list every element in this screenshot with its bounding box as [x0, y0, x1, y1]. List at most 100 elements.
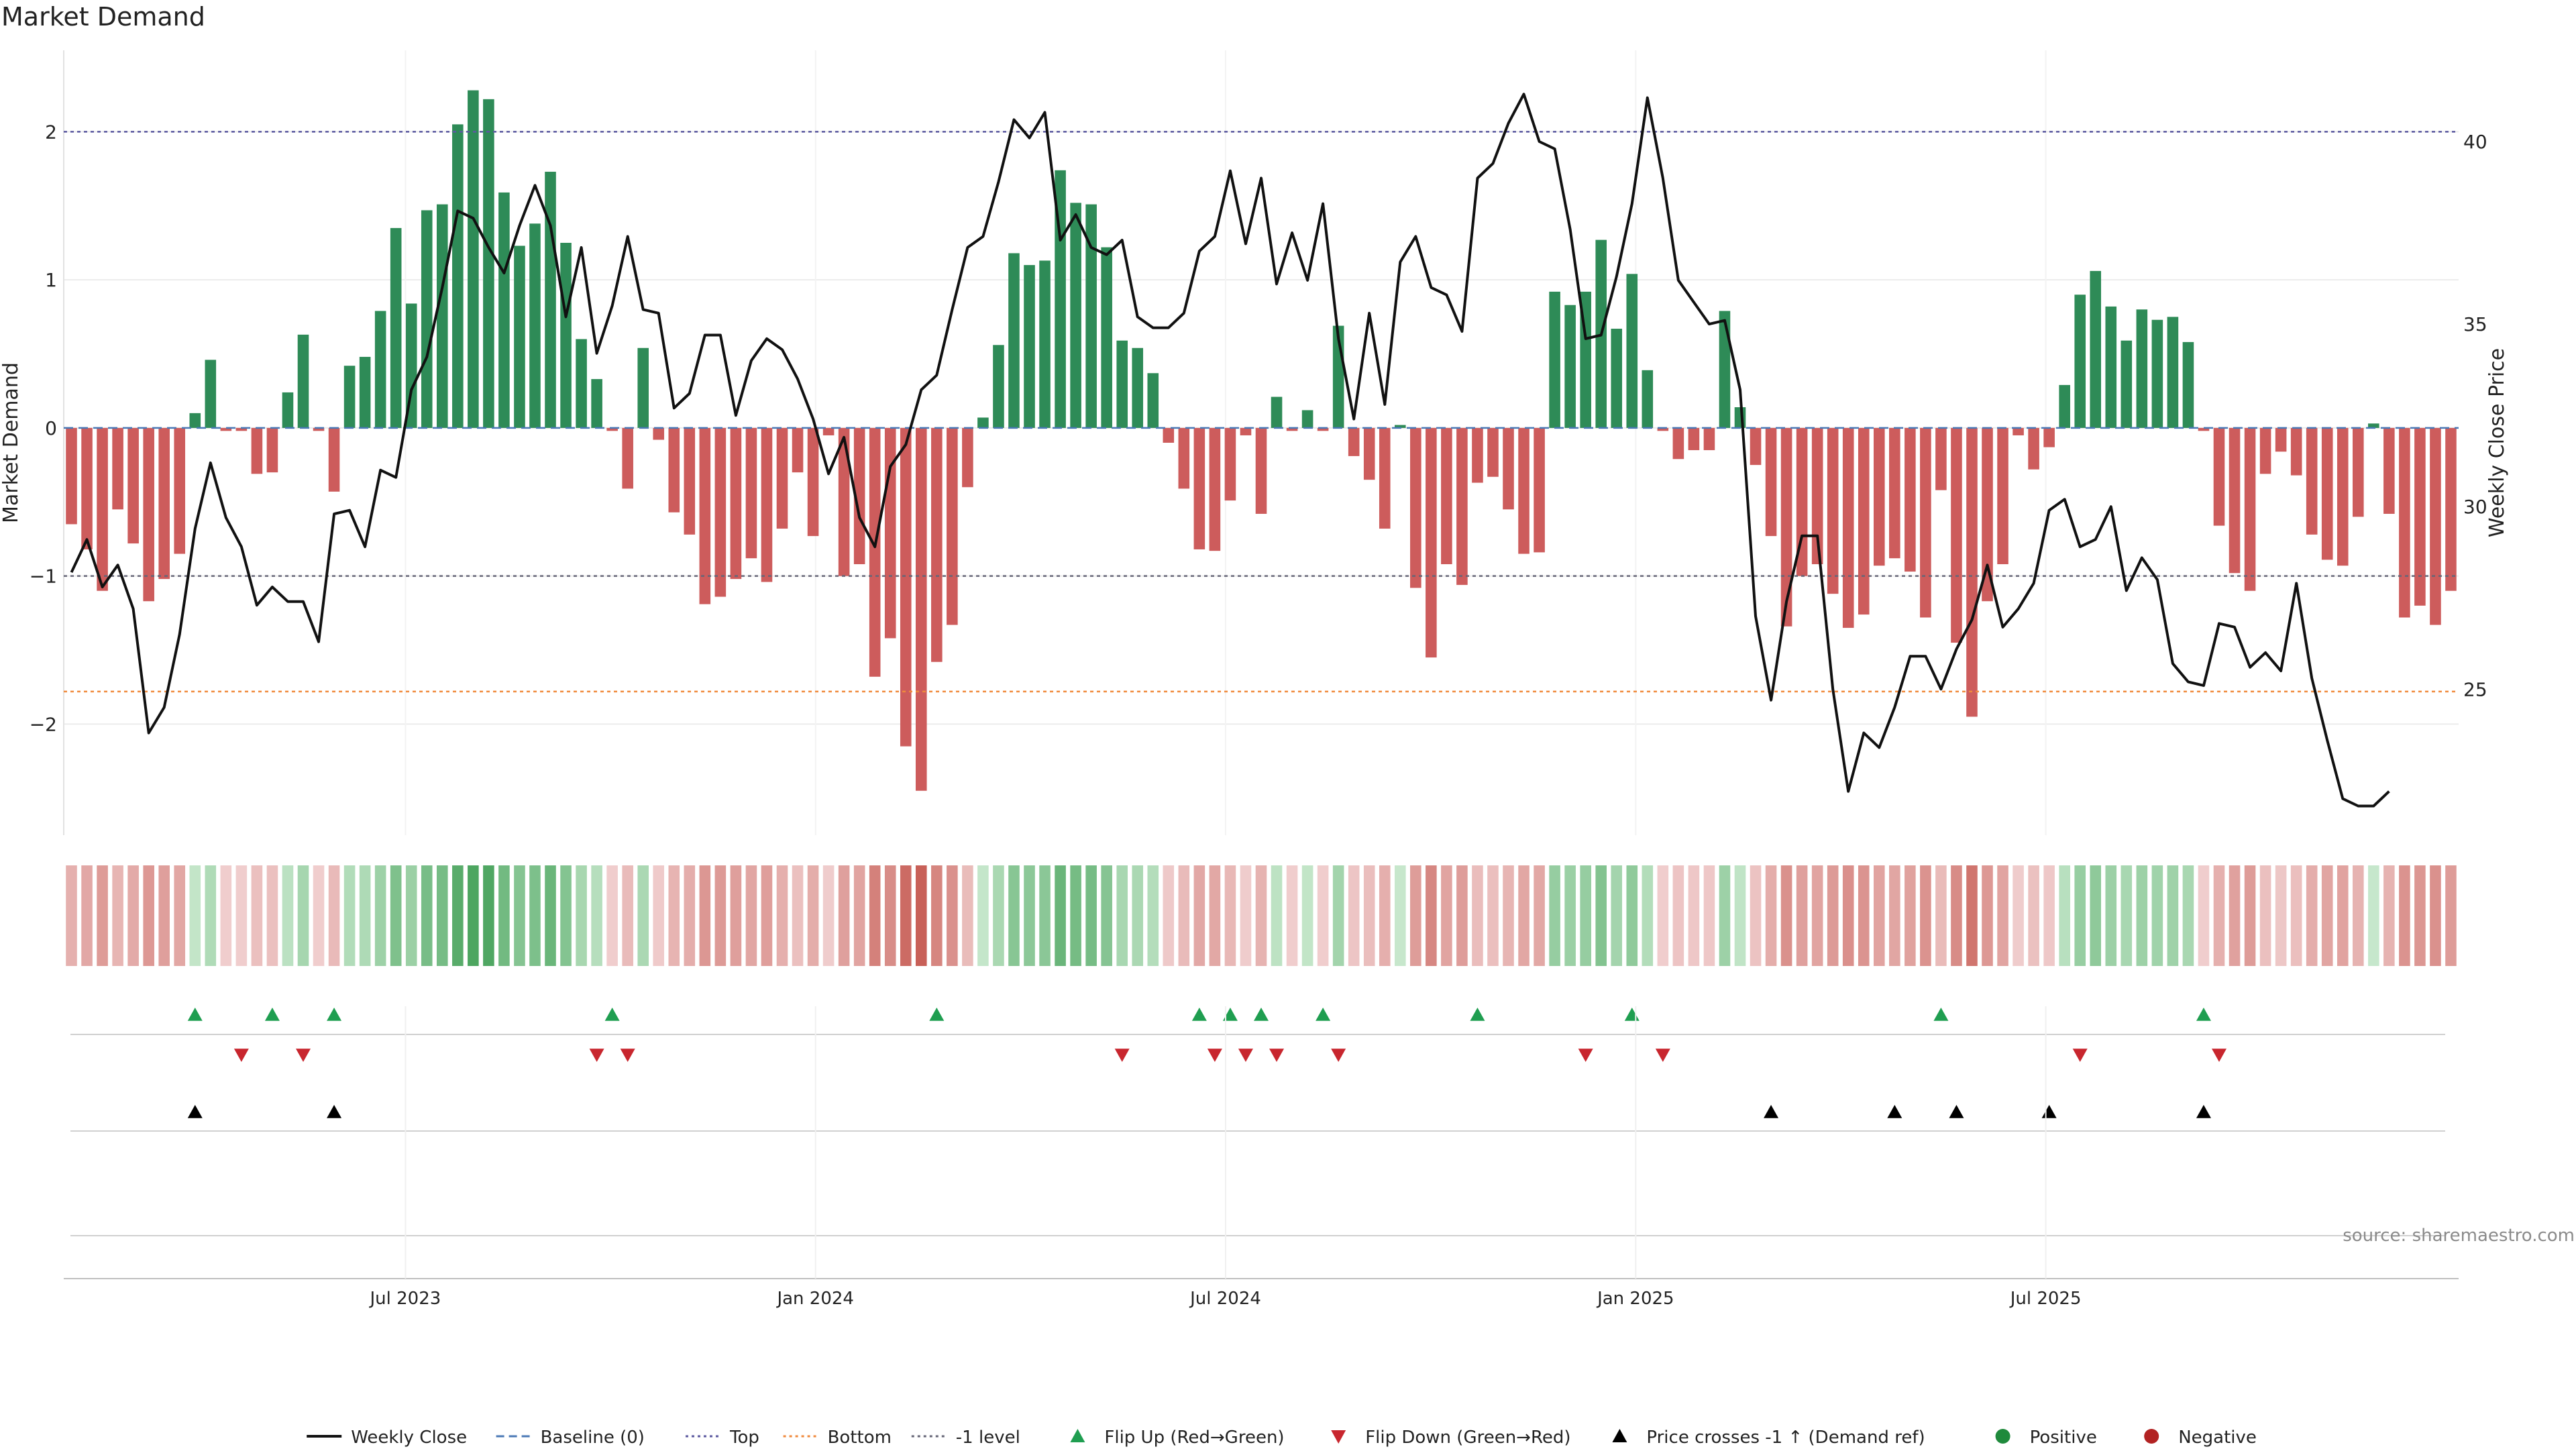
- demand-bar: [1116, 340, 1128, 428]
- heat-cell: [235, 865, 248, 966]
- legend-label: Bottom: [828, 1428, 892, 1448]
- demand-bar: [1564, 305, 1576, 428]
- heat-cell: [205, 865, 217, 966]
- heat-cell: [266, 865, 278, 966]
- y-tick-label: −1: [30, 566, 57, 588]
- heat-cell: [1595, 865, 1607, 966]
- heat-cell: [2337, 865, 2349, 966]
- heat-cell: [514, 865, 525, 966]
- demand-bar: [1240, 427, 1252, 435]
- demand-bar: [1765, 427, 1777, 537]
- flip-down-marker: [1655, 1049, 1670, 1062]
- heat-cell: [637, 865, 649, 966]
- legend-item: -1 level: [911, 1428, 1020, 1448]
- heat-cell: [2383, 865, 2395, 966]
- flip-down-marker: [1238, 1049, 1253, 1062]
- heat-cell: [606, 865, 618, 966]
- demand-bar: [1209, 427, 1221, 551]
- demand-bar: [1889, 427, 1900, 559]
- heat-cell: [1935, 865, 1947, 966]
- demand-bar: [2321, 427, 2333, 560]
- heat-cell: [869, 865, 881, 966]
- heat-cell: [405, 865, 417, 966]
- demand-bar: [730, 427, 742, 580]
- demand-bar: [2259, 427, 2271, 474]
- demand-bar: [915, 427, 927, 791]
- demand-bar: [1379, 427, 1391, 529]
- flip-down-marker: [1269, 1049, 1285, 1062]
- heat-cell: [343, 865, 356, 966]
- heat-cell: [468, 865, 479, 966]
- heat-cell: [390, 865, 402, 966]
- flip-up-marker: [929, 1008, 945, 1021]
- demand-bar: [853, 427, 865, 565]
- heat-cell: [452, 865, 464, 966]
- heat-cell: [1472, 865, 1483, 966]
- demand-bar: [2213, 427, 2225, 526]
- legend-swatch-circle: [2144, 1429, 2159, 1444]
- demand-bar: [1472, 427, 1483, 483]
- x-tick-label: Jul 2025: [2009, 1289, 2082, 1309]
- demand-bar: [529, 223, 541, 428]
- demand-bar: [359, 356, 371, 428]
- legend-item: Weekly Close: [307, 1428, 467, 1448]
- x-tick-label: Jul 2024: [1189, 1289, 1261, 1309]
- demand-bar: [66, 427, 77, 525]
- demand-bar: [977, 417, 989, 428]
- heat-cell: [1904, 865, 1916, 966]
- heat-cell: [2182, 865, 2194, 966]
- demand-bar: [2028, 427, 2039, 470]
- demand-bar: [390, 227, 402, 428]
- heat-cell: [545, 865, 556, 966]
- demand-heat-strip: [66, 865, 2457, 966]
- demand-bar: [1982, 427, 1993, 602]
- demand-bar: [1626, 274, 1638, 428]
- legend-item: Baseline (0): [496, 1428, 645, 1448]
- heat-cell: [112, 865, 123, 966]
- demand-bar: [483, 99, 494, 428]
- heat-cell: [1672, 865, 1684, 966]
- heat-cell: [1332, 865, 1344, 966]
- demand-bar: [1997, 427, 2008, 565]
- heat-cell: [2090, 865, 2102, 966]
- heat-cell: [1626, 865, 1638, 966]
- heat-cell: [1301, 865, 1313, 966]
- heat-cell: [2368, 865, 2379, 966]
- demand-bar: [1796, 427, 1808, 576]
- demand-bar: [1904, 427, 1916, 572]
- demand-bar: [1456, 427, 1468, 585]
- heat-cell: [838, 865, 850, 966]
- flip-up-marker: [1624, 1008, 1640, 1021]
- heat-cell: [1085, 865, 1097, 966]
- heat-cell: [2290, 865, 2302, 966]
- demand-bar: [699, 427, 711, 604]
- heat-cell: [1827, 865, 1839, 966]
- demand-bar: [1873, 427, 1885, 566]
- demand-bar: [2090, 270, 2102, 428]
- demand-bar: [1008, 253, 1020, 428]
- demand-bar: [776, 427, 788, 529]
- price-cross-marker: [327, 1105, 342, 1118]
- flip-up-marker: [2196, 1008, 2211, 1021]
- demand-bar: [900, 427, 912, 747]
- demand-bar: [1163, 427, 1175, 443]
- demand-bar: [220, 427, 232, 431]
- heat-cell: [2275, 865, 2287, 966]
- heat-cell: [822, 865, 835, 966]
- demand-bar: [174, 427, 186, 554]
- demand-bar: [606, 427, 618, 431]
- heat-cell: [1394, 865, 1406, 966]
- demand-bar: [1024, 265, 1035, 428]
- heat-cell: [374, 865, 386, 966]
- demand-bar: [545, 172, 556, 428]
- demand-bar: [282, 392, 294, 428]
- demand-bar: [1039, 260, 1051, 428]
- heat-cell: [2259, 865, 2271, 966]
- heat-cell: [1286, 865, 1298, 966]
- x-axis: Jul 2023 Jan 2024 Jul 2024 Jan 2025 Jul 2025: [64, 1006, 2459, 1309]
- flip-up-marker: [1191, 1008, 1207, 1021]
- heat-cell: [1426, 865, 1437, 966]
- price-cross-marker: [1887, 1105, 1902, 1118]
- flip-down-marker: [233, 1049, 249, 1062]
- heat-cell: [1101, 865, 1112, 966]
